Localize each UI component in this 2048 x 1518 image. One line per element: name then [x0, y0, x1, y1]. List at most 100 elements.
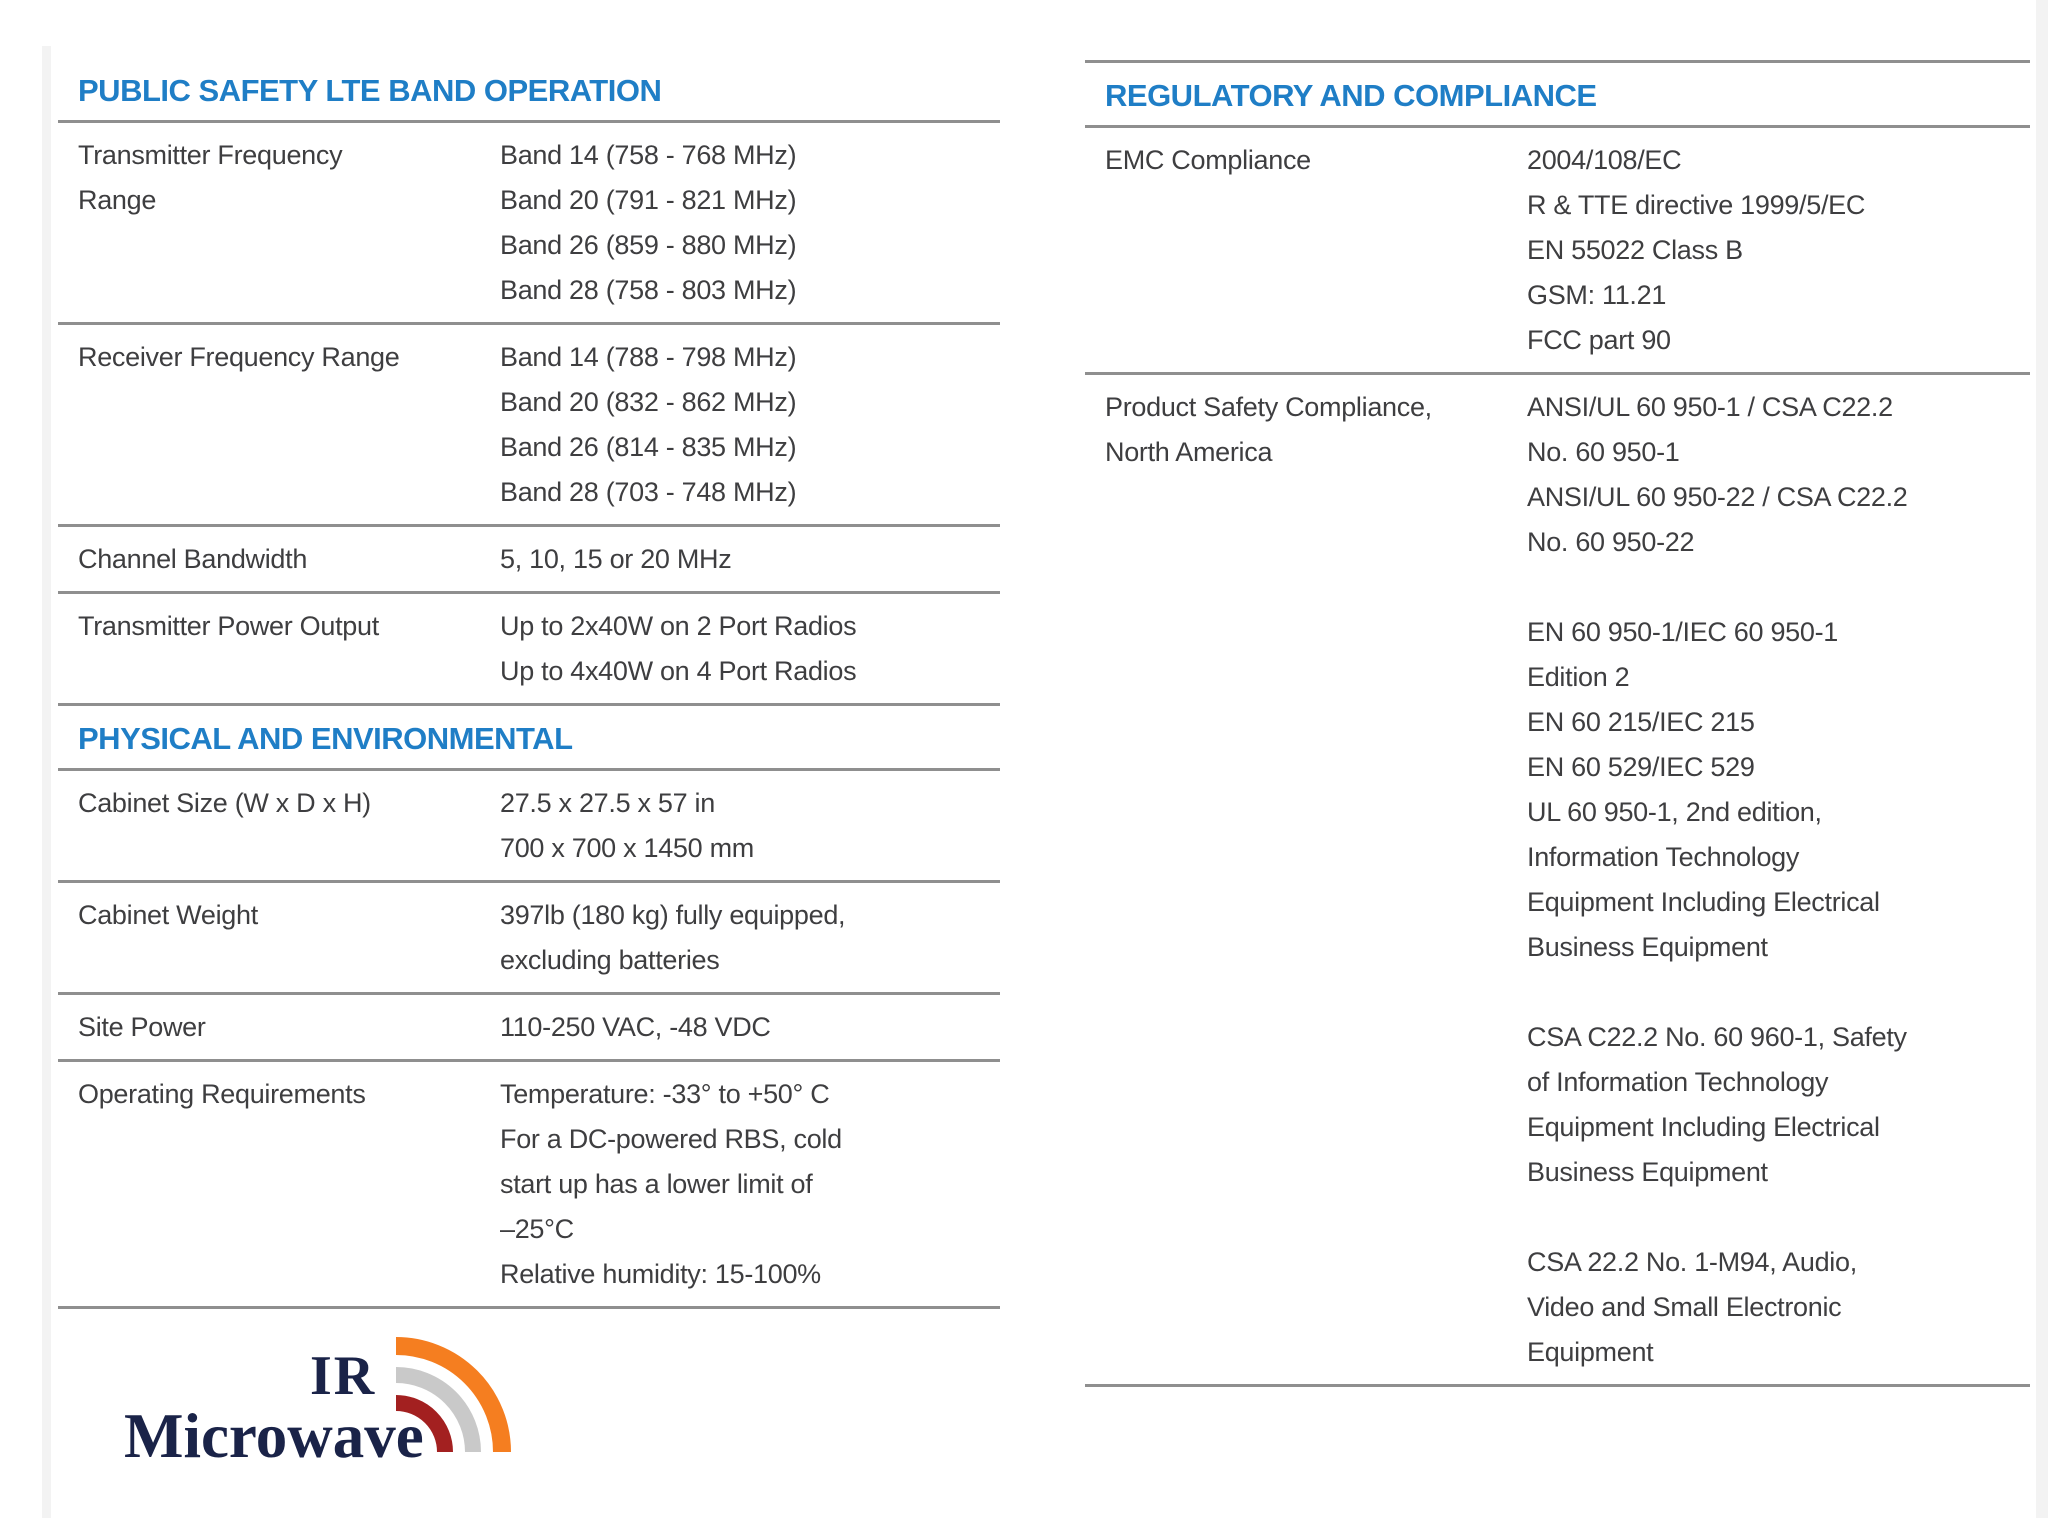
row-label: Cabinet Weight — [58, 893, 500, 983]
spec-row: Cabinet Size (W x D x H) 27.5 x 27.5 x 57… — [58, 771, 1000, 883]
label-line: Operating Requirements — [78, 1079, 366, 1109]
label-line: EMC Compliance — [1105, 145, 1311, 175]
section-heading: REGULATORY AND COMPLIANCE — [1085, 60, 2030, 128]
label-line: Range — [78, 185, 157, 215]
value-line: EN 55022 Class B — [1527, 235, 1743, 265]
row-value: 110-250 VAC, -48 VDC — [500, 1005, 1000, 1050]
value-line: Band 14 (788 - 798 MHz) — [500, 342, 797, 372]
spec-row: Receiver Frequency Range Band 14 (788 - 7… — [58, 325, 1000, 527]
row-value: ANSI/UL 60 950-1 / CSA C22.2 No. 60 950-1… — [1527, 385, 2030, 1375]
value-line — [1527, 565, 2030, 610]
value-line: EN 60 529/IEC 529 — [1527, 752, 1755, 782]
value-line: Business Equipment — [1527, 932, 1768, 962]
label-line: Transmitter Frequency — [78, 140, 343, 170]
value-line: EN 60 215/IEC 215 — [1527, 707, 1755, 737]
value-line: Band 26 (859 - 880 MHz) — [500, 230, 797, 260]
label-line: Transmitter Power Output — [78, 611, 379, 641]
value-line: For a DC-powered RBS, cold — [500, 1124, 842, 1154]
spec-row: Operating Requirements Temperature: -33° … — [58, 1062, 1000, 1309]
row-value: 397lb (180 kg) fully equipped, excluding … — [500, 893, 1000, 983]
row-value: Up to 2x40W on 2 Port Radios Up to 4x40W … — [500, 604, 1000, 694]
value-line: of Information Technology — [1527, 1067, 1829, 1097]
value-line: Up to 2x40W on 2 Port Radios — [500, 611, 857, 641]
value-line: Information Technology — [1527, 842, 1800, 872]
signal-arcs-icon — [395, 1337, 511, 1453]
row-label: Operating Requirements — [58, 1072, 500, 1297]
value-line: Video and Small Electronic — [1527, 1292, 1842, 1322]
value-line: Equipment Including Electrical — [1527, 1112, 1880, 1142]
row-value: Temperature: -33° to +50° C For a DC-powe… — [500, 1072, 1000, 1297]
logo-text-ir: IR — [310, 1345, 377, 1407]
label-line: Channel Bandwidth — [78, 544, 308, 574]
value-line: Band 20 (832 - 862 MHz) — [500, 387, 797, 417]
value-line: No. 60 950-1 — [1527, 437, 1680, 467]
value-line: excluding batteries — [500, 945, 720, 975]
scan-edge-right — [2036, 0, 2048, 1518]
value-line — [1527, 1195, 2030, 1240]
value-line: start up has a lower limit of — [500, 1169, 813, 1199]
scan-edge-left — [42, 46, 51, 1518]
value-line: Equipment — [1527, 1337, 1654, 1367]
spec-row: Transmitter Power Output Up to 2x40W on 2… — [58, 594, 1000, 706]
label-line: Receiver Frequency Range — [78, 342, 400, 372]
value-line: Equipment Including Electrical — [1527, 887, 1880, 917]
row-value: Band 14 (788 - 798 MHz) Band 20 (832 - 86… — [500, 335, 1000, 515]
value-line: 110-250 VAC, -48 VDC — [500, 1012, 771, 1042]
row-label: Product Safety Compliance, North America — [1085, 385, 1527, 1375]
row-label: Channel Bandwidth — [58, 537, 500, 582]
row-value: 5, 10, 15 or 20 MHz — [500, 537, 1000, 582]
row-value: 2004/108/EC R & TTE directive 1999/5/EC EN… — [1527, 138, 2030, 363]
value-line: R & TTE directive 1999/5/EC — [1527, 190, 1866, 220]
spec-row: Site Power 110-250 VAC, -48 VDC — [58, 995, 1000, 1062]
value-line: Relative humidity: 15-100% — [500, 1259, 821, 1289]
value-line: 27.5 x 27.5 x 57 in — [500, 788, 715, 818]
value-line: UL 60 950-1, 2nd edition, — [1527, 797, 1822, 827]
row-label: EMC Compliance — [1085, 138, 1527, 363]
spec-row: Cabinet Weight 397lb (180 kg) fully equip… — [58, 883, 1000, 995]
value-line: 2004/108/EC — [1527, 145, 1682, 175]
value-line: 397lb (180 kg) fully equipped, — [500, 900, 846, 930]
value-line: Band 26 (814 - 835 MHz) — [500, 432, 797, 462]
spec-table-left: PUBLIC SAFETY LTE BAND OPERATION Transmit… — [58, 58, 1000, 1309]
value-line: EN 60 950-1/IEC 60 950-1 — [1527, 617, 1838, 647]
value-line: ANSI/UL 60 950-1 / CSA C22.2 — [1527, 392, 1893, 422]
section-heading: PUBLIC SAFETY LTE BAND OPERATION — [58, 58, 1000, 123]
row-label: Transmitter Frequency Range — [58, 133, 500, 313]
row-value: 27.5 x 27.5 x 57 in 700 x 700 x 1450 mm — [500, 781, 1000, 871]
row-label: Cabinet Size (W x D x H) — [58, 781, 500, 871]
value-line: 5, 10, 15 or 20 MHz — [500, 544, 732, 574]
value-line: FCC part 90 — [1527, 325, 1671, 355]
spec-row: Channel Bandwidth 5, 10, 15 or 20 MHz — [58, 527, 1000, 594]
row-label: Site Power — [58, 1005, 500, 1050]
row-value: Band 14 (758 - 768 MHz) Band 20 (791 - 82… — [500, 133, 1000, 313]
value-line: Temperature: -33° to +50° C — [500, 1079, 830, 1109]
value-line: CSA 22.2 No. 1-M94, Audio, — [1527, 1247, 1857, 1277]
spec-table-right: REGULATORY AND COMPLIANCE EMC Compliance 2… — [1085, 60, 2030, 1387]
value-line: Band 14 (758 - 768 MHz) — [500, 140, 797, 170]
value-line: CSA C22.2 No. 60 960-1, Safety — [1527, 1022, 1907, 1052]
value-line: GSM: 11.21 — [1527, 280, 1667, 310]
value-line: ANSI/UL 60 950-22 / CSA C22.2 — [1527, 482, 1908, 512]
value-line: Edition 2 — [1527, 662, 1630, 692]
value-line: Band 28 (758 - 803 MHz) — [500, 275, 797, 305]
row-label: Receiver Frequency Range — [58, 335, 500, 515]
spec-row: Transmitter Frequency Range Band 14 (758 -… — [58, 123, 1000, 325]
value-line: Band 28 (703 - 748 MHz) — [500, 477, 797, 507]
value-line: Business Equipment — [1527, 1157, 1768, 1187]
logo-text-microwave: Microwave — [124, 1401, 424, 1471]
value-line: Band 20 (791 - 821 MHz) — [500, 185, 797, 215]
spec-row: Product Safety Compliance, North America A… — [1085, 375, 2030, 1387]
value-line: No. 60 950-22 — [1527, 527, 1695, 557]
label-line: Product Safety Compliance, — [1105, 392, 1432, 422]
label-line: Site Power — [78, 1012, 206, 1042]
value-line — [1527, 970, 2030, 1015]
value-line: 700 x 700 x 1450 mm — [500, 833, 754, 863]
value-line: –25°C — [500, 1214, 574, 1244]
row-label: Transmitter Power Output — [58, 604, 500, 694]
spec-row: EMC Compliance 2004/108/EC R & TTE directi… — [1085, 128, 2030, 375]
section-heading: PHYSICAL AND ENVIRONMENTAL — [58, 706, 1000, 771]
label-line: North America — [1105, 437, 1273, 467]
label-line: Cabinet Weight — [78, 900, 258, 930]
value-line: Up to 4x40W on 4 Port Radios — [500, 656, 857, 686]
